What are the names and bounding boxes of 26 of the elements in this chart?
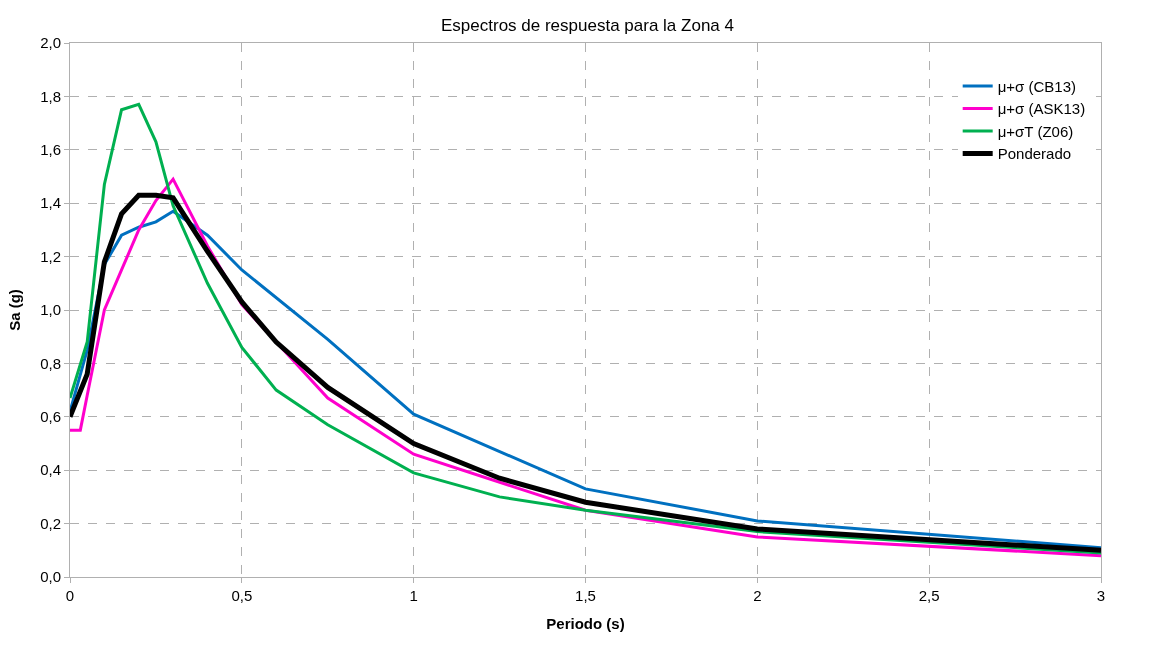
x-tick-label: 1,5 xyxy=(575,587,596,604)
y-tick-label: 1,4 xyxy=(40,194,61,212)
y-tick-label: 1,6 xyxy=(40,141,61,159)
legend-label: Ponderado xyxy=(997,145,1072,163)
legend-label: μ+σ (CB13) xyxy=(997,77,1077,95)
x-tick-label: 3 xyxy=(1096,587,1106,604)
y-tick-label: 1,2 xyxy=(40,247,61,265)
x-axis-title: Periodo (s) xyxy=(546,615,625,632)
y-tick-label: 0,6 xyxy=(40,408,61,426)
line-series xyxy=(70,102,1101,555)
x-tick-label: 1 xyxy=(409,587,418,604)
y-tick-label: 1,0 xyxy=(40,301,61,319)
x-tick-label: 0 xyxy=(65,587,75,604)
y-tick-label: 0,2 xyxy=(40,514,61,532)
y-tick-label: 0,4 xyxy=(40,461,61,479)
y-axis-title: Sa (g) xyxy=(6,289,24,331)
legend-label: μ+σT (Z06) xyxy=(997,122,1074,140)
x-tick-label: 2 xyxy=(753,587,762,604)
y-tick-label: 0,0 xyxy=(40,568,61,586)
chart-title: Espectros de respuesta para la Zona 4 xyxy=(441,16,734,36)
y-tick-label: 2,0 xyxy=(40,34,61,52)
y-tick-label: 0,8 xyxy=(40,354,61,372)
y-tick-label: 1,8 xyxy=(40,87,61,105)
legend-label: μ+σ (ASK13) xyxy=(997,100,1086,118)
x-tick-label: 2,5 xyxy=(918,587,940,604)
x-tick-label: 0,5 xyxy=(231,587,253,604)
